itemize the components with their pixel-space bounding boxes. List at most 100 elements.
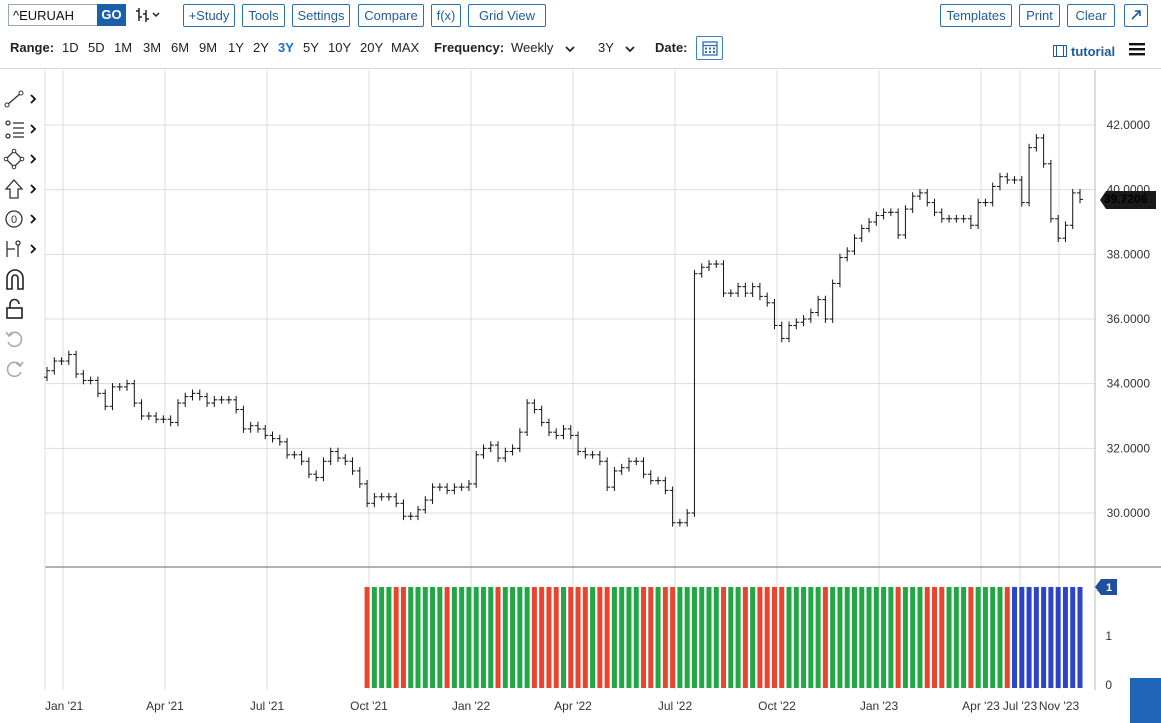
chevron-down-icon[interactable]	[564, 44, 576, 54]
study-bar	[466, 587, 472, 688]
ohlc-bar	[436, 483, 443, 492]
range-5y[interactable]: 5Y	[303, 40, 319, 55]
ohlc-bar	[189, 389, 196, 401]
study-tick-label: 1	[1105, 629, 1112, 643]
study-bar	[495, 587, 501, 688]
ohlc-bar	[916, 189, 923, 201]
range-10y[interactable]: 10Y	[328, 40, 352, 55]
range-1m[interactable]: 1M	[114, 40, 133, 55]
ohlc-bar	[138, 399, 145, 420]
range-2y[interactable]: 2Y	[253, 40, 269, 55]
range-3y[interactable]: 3Y	[278, 40, 294, 55]
arrow-tool-icon[interactable]	[3, 177, 39, 201]
templates-button[interactable]: Templates	[940, 4, 1012, 27]
ohlc-bar	[640, 457, 647, 479]
ohlc-bar	[218, 395, 225, 404]
study-bar	[750, 587, 756, 688]
add-study-button[interactable]: +Study	[183, 4, 235, 27]
x-tick-label: Apr '22	[554, 699, 592, 713]
function-button[interactable]: f(x)	[431, 4, 461, 27]
go-button[interactable]: GO	[97, 4, 126, 26]
study-bar	[655, 587, 661, 688]
ohlc-bars	[44, 134, 1083, 527]
study-bar	[742, 587, 748, 688]
ohlc-bar	[524, 399, 531, 437]
ohlc-bar	[87, 376, 94, 385]
x-tick-label: Apr '21	[146, 699, 184, 713]
tutorial-link[interactable]: tutorial	[1071, 44, 1116, 59]
range-20y[interactable]: 20Y	[360, 40, 384, 55]
ohlc-bar	[604, 457, 611, 492]
settings-button[interactable]: Settings	[292, 4, 350, 27]
line-tool-icon[interactable]	[3, 87, 39, 111]
hamburger-menu-icon[interactable]	[1129, 42, 1145, 56]
study-bar	[677, 587, 683, 688]
price-chart[interactable]: 30.000032.000034.000036.000038.000040.00…	[0, 70, 1161, 723]
ohlc-bar	[1011, 176, 1018, 184]
range-bar: Range: 1D 5D 1M 3M 6M 9M 1Y 2Y 3Y 5Y 10Y…	[0, 36, 1161, 62]
ohlc-bar	[458, 483, 465, 492]
study-bar	[575, 587, 581, 688]
range-1d[interactable]: 1D	[62, 40, 79, 55]
ohlc-bar	[167, 415, 174, 427]
study-bar	[473, 587, 479, 688]
ohlc-bar	[684, 509, 691, 527]
shape-tool-icon[interactable]	[3, 147, 39, 171]
symbol-input[interactable]	[8, 4, 98, 26]
calendar-button[interactable]	[696, 36, 723, 60]
ohlc-bar	[873, 211, 880, 226]
annotation-tool-icon[interactable]: 0	[3, 207, 39, 231]
study-bar	[524, 587, 530, 688]
print-button[interactable]: Print	[1019, 4, 1060, 27]
study-bar	[364, 587, 370, 688]
lock-icon[interactable]	[3, 297, 39, 321]
last-price-tag	[1100, 191, 1156, 209]
ohlc-bar	[596, 450, 603, 466]
ohlc-bar	[94, 376, 101, 398]
panel-resize-handle[interactable]	[1130, 678, 1161, 723]
ohlc-bar	[407, 512, 414, 521]
ohlc-bar	[698, 263, 705, 278]
study-bar	[881, 587, 887, 688]
grid-view-button[interactable]: Grid View	[468, 4, 546, 27]
period-select[interactable]: 3Y	[598, 40, 614, 55]
redo-icon[interactable]	[3, 357, 39, 381]
ohlc-bar	[116, 383, 123, 391]
study-value-tag: 1	[1095, 579, 1117, 595]
ohlc-bar	[953, 214, 960, 223]
range-1y[interactable]: 1Y	[228, 40, 244, 55]
magnet-icon[interactable]	[3, 267, 39, 291]
ohlc-bar	[611, 467, 618, 492]
study-bar	[1012, 587, 1018, 688]
y-tick-label: 34.0000	[1107, 377, 1151, 391]
study-bar	[801, 587, 807, 688]
x-tick-label: Nov '23	[1039, 699, 1080, 713]
ohlc-bar	[182, 392, 189, 407]
study-bar	[1033, 587, 1039, 688]
ohlc-bar	[349, 457, 356, 475]
range-max[interactable]: MAX	[391, 40, 420, 55]
measure-tool-icon[interactable]	[3, 237, 39, 261]
range-3m[interactable]: 3M	[143, 40, 162, 55]
undo-icon[interactable]	[3, 327, 39, 351]
study-bar	[546, 587, 552, 688]
study-bar	[1070, 587, 1076, 688]
fib-tool-icon[interactable]	[3, 117, 39, 141]
expand-button[interactable]	[1124, 4, 1148, 27]
ohlc-bar	[516, 428, 523, 453]
chevron-down-icon[interactable]	[624, 44, 636, 54]
film-icon	[1053, 45, 1067, 57]
ohlc-bar	[800, 315, 807, 327]
bar-chart-type-icon[interactable]	[134, 5, 164, 25]
compare-button[interactable]: Compare	[358, 4, 424, 27]
range-5d[interactable]: 5D	[88, 40, 105, 55]
frequency-select[interactable]: Weekly	[511, 40, 554, 55]
ohlc-bar	[647, 470, 654, 485]
ohlc-bar	[851, 234, 858, 255]
tools-button[interactable]: Tools	[242, 4, 285, 27]
range-6m[interactable]: 6M	[171, 40, 190, 55]
study-bar	[764, 587, 770, 688]
range-9m[interactable]: 9M	[199, 40, 218, 55]
ohlc-bar	[749, 282, 756, 298]
clear-button[interactable]: Clear	[1067, 4, 1115, 27]
